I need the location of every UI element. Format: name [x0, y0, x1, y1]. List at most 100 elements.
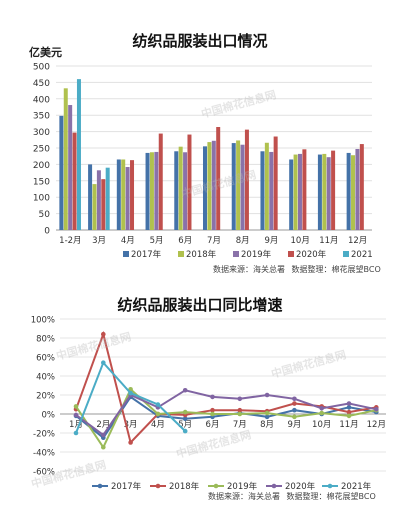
line-x-tick-label: 8月: [260, 420, 274, 430]
line-point-2019年: [101, 444, 106, 450]
line-point-2018年: [101, 331, 106, 337]
line-point-2020年: [264, 392, 270, 398]
line-point-2019年: [182, 409, 188, 415]
bar-y-tick-label: 150: [33, 177, 50, 187]
export-bar-chart-panel: 纺织品服装出口情况 亿美元 0 50 100 150 200 250 300 350 400 45…: [29, 32, 381, 275]
bar-2020年: [130, 160, 135, 230]
line-y-tick-label: 80%: [36, 335, 55, 345]
bar-2021: [105, 167, 110, 230]
bar-2019年: [269, 151, 274, 230]
growth-line-chart-panel: 纺织品服装出口同比增速 -60% -40% -20% 0% 20% 40% 60% 80% 10…: [0, 286, 400, 507]
bar-legend-swatch: [178, 251, 184, 257]
bar-2018年: [236, 140, 241, 230]
bar-y-tick-label: 0: [44, 227, 50, 237]
bar-x-tick-label: 1-2月: [59, 236, 81, 246]
line-x-tick-label: 6月: [206, 420, 220, 430]
line-point-2018年: [128, 440, 133, 445]
line-legend-label: 2019年: [227, 481, 258, 492]
bar-chart-source: 数据来源：海关总署 数据整理：棉花展望BCO: [209, 264, 381, 275]
bar-compiler-label: 数据整理：棉花展望BCO: [291, 265, 381, 274]
line-series-2019年: [75, 387, 377, 450]
line-point-2020年: [237, 396, 243, 402]
line-legend-marker: [327, 483, 333, 489]
bar-y-tick-label: 450: [33, 79, 50, 89]
line-point-2020年: [292, 396, 297, 402]
line-point-2020年: [101, 432, 106, 438]
bar-legend-swatch: [123, 251, 129, 257]
line-x-tick-label: 7月: [233, 420, 247, 430]
line-point-2020年: [182, 387, 188, 393]
bar-2019年: [240, 144, 245, 230]
bar-2019年: [326, 157, 331, 230]
line-legend-label: 2020年: [285, 481, 316, 492]
bar-legend-swatch: [288, 251, 294, 257]
bar-2019年: [183, 152, 188, 230]
bar-2019年: [125, 167, 130, 230]
line-point-2019年: [346, 413, 352, 419]
bar-x-tick-label: 4月: [121, 236, 135, 246]
bar-2018年: [178, 146, 183, 230]
line-x-tick-label: 10月: [312, 420, 331, 430]
bar-y-tick-label: 250: [33, 145, 50, 155]
line-point-2017年: [346, 405, 352, 410]
bar-2017年: [289, 159, 294, 230]
bar-legend-swatch: [343, 251, 349, 257]
bar-2018年: [351, 155, 356, 230]
line-point-2020年: [210, 394, 215, 400]
bar-2017年: [203, 146, 207, 230]
bar-2018年: [293, 154, 298, 230]
bar-2021: [76, 79, 81, 231]
bar-2020年: [72, 132, 77, 230]
bar-2020年: [302, 149, 307, 230]
bar-x-tick-label: 8月: [236, 236, 250, 246]
line-chart-source: 数据来源：海关总署 数据整理：棉花展望BCO: [204, 491, 376, 502]
line-y-tick-label: 100%: [31, 316, 55, 326]
line-x-tick-label: 12月: [367, 420, 386, 430]
line-point-2020年: [346, 401, 352, 406]
line-legend-label: 2017年: [111, 481, 142, 492]
bar-2020年: [101, 179, 106, 230]
bar-2019年: [96, 170, 101, 230]
line-legend-marker: [213, 483, 219, 489]
line-point-2019年: [292, 414, 297, 420]
bar-source-label: 数据来源：海关总署: [213, 265, 285, 274]
line-point-2021年: [73, 430, 79, 436]
bar-y-tick-label: 300: [33, 128, 50, 138]
line-series-2020年: [75, 389, 377, 437]
bar-y-tick-label: 350: [33, 112, 50, 122]
line-source-label: 数据来源：海关总署: [208, 492, 280, 501]
line-y-tick-label: 40%: [36, 373, 55, 383]
line-point-2018年: [346, 409, 352, 415]
bar-2019年: [211, 140, 216, 230]
bar-2019年: [68, 105, 73, 230]
bar-2017年: [88, 164, 93, 230]
line-point-2019年: [319, 410, 325, 416]
bar-legend-label: 2017年: [131, 249, 162, 260]
bar-2019年: [154, 151, 159, 230]
line-y-tick-label: 20%: [36, 392, 55, 402]
bar-x-tick-label: 3月: [92, 236, 106, 246]
line-y-tick-label: -60%: [33, 468, 55, 478]
line-point-2017年: [264, 414, 270, 420]
bar-2018年: [121, 159, 126, 230]
bar-2019年: [355, 148, 360, 230]
bar-y-tick-label: 400: [33, 95, 50, 105]
bar-y-tick-label: 50: [39, 210, 51, 220]
bar-2018年: [149, 152, 154, 230]
line-y-tick-label: -20%: [33, 430, 55, 440]
bar-x-tick-label: 9月: [264, 236, 278, 246]
bar-y-tick-label: 500: [33, 63, 50, 73]
line-point-2021年: [182, 428, 188, 434]
bar-2018年: [92, 184, 97, 230]
line-x-tick-label: 11月: [339, 420, 358, 430]
line-point-2018年: [292, 401, 297, 406]
bar-legend-label: 2021: [351, 250, 373, 260]
line-point-2019年: [155, 411, 161, 417]
bar-chart-unit: 亿美元: [29, 46, 62, 59]
bar-chart-svg: 0 50 100 150 200 250 300 350 400 450 500 1-2月 3月 4月 5月…: [33, 63, 373, 261]
bar-2018年: [63, 88, 68, 230]
line-point-2020年: [374, 406, 379, 412]
bar-legend-label: 2018年: [186, 249, 217, 260]
bar-2017年: [145, 152, 150, 230]
line-legend-label: 2018年: [169, 481, 200, 492]
